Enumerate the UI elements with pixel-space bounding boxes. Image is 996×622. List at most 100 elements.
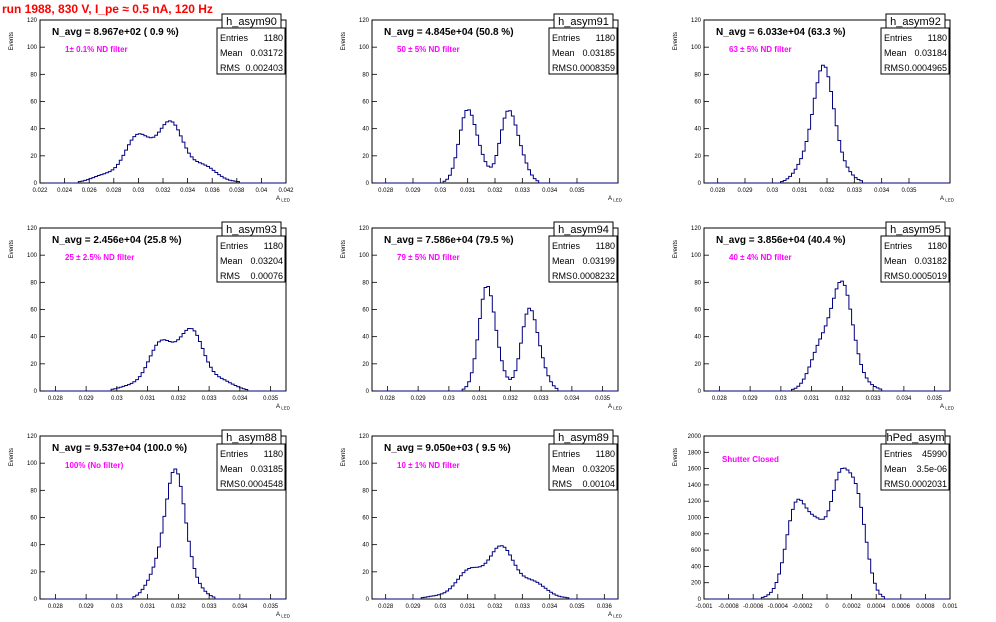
y-tick-label: 0 — [366, 597, 370, 603]
x-tick-label: 0.028 — [378, 604, 394, 610]
x-tick-label: 0.032 — [835, 396, 851, 402]
x-tick-label: 0.024 — [57, 188, 73, 194]
x-tick-label: 0.035 — [569, 188, 585, 194]
x-tick-label: 0.022 — [32, 188, 48, 194]
stats-label: RMS — [884, 479, 904, 489]
x-tick-label: 0.031 — [140, 396, 156, 402]
x-tick-label: 0.03 — [434, 604, 446, 610]
pad-annotation: 50 ± 5% ND filter — [397, 45, 460, 54]
y-tick-label: 20 — [694, 362, 701, 368]
histogram-pad-h_asym89: 0.028 0.029 0.03 0.031 0.032 0.033 0.034 0.035 0… — [341, 429, 623, 619]
y-tick-label: 120 — [27, 434, 38, 440]
stats-value: 45990 — [922, 449, 947, 459]
stats-value: 0.0002031 — [904, 479, 947, 489]
histogram-curve — [372, 109, 618, 184]
y-tick-label: 80 — [694, 72, 701, 78]
stats-name: h_asym94 — [558, 224, 609, 236]
y-tick-label: 20 — [30, 362, 37, 368]
x-tick-label: 0.038 — [229, 188, 245, 194]
x-tick-label: 0.03 — [766, 188, 778, 194]
x-tick-label: 0.028 — [710, 188, 726, 194]
y-tick-label: 100 — [27, 45, 38, 51]
x-axis-label: A LED — [276, 612, 291, 619]
stats-value: 1180 — [264, 33, 283, 43]
stats-label: Entries — [884, 33, 913, 43]
x-tick-label: -0.0008 — [718, 604, 739, 610]
x-axis-label: A LED — [608, 404, 623, 411]
y-axis-label: Events — [673, 240, 679, 258]
pad-title: N_avg = 7.586e+04 (79.5 %) — [384, 235, 514, 246]
x-tick-label: 0.029 — [405, 188, 421, 194]
stats-name: h_asym93 — [226, 224, 277, 236]
y-tick-label: 0 — [698, 389, 702, 395]
x-tick-label: -0.0004 — [768, 604, 789, 610]
stats-box — [548, 27, 618, 75]
y-tick-label: 80 — [362, 488, 369, 494]
y-tick-label: 120 — [27, 226, 38, 232]
y-tick-label: 20 — [362, 154, 369, 160]
x-tick-label: 0.029 — [79, 396, 95, 402]
x-tick-label: 0.001 — [942, 604, 958, 610]
y-tick-label: 40 — [30, 335, 37, 341]
x-tick-label: 0.0002 — [842, 604, 861, 610]
stats-value: 0.0008359 — [572, 63, 615, 73]
x-tick-label: 0.03 — [133, 188, 145, 194]
pad-title: N_avg = 3.856e+04 (40.4 %) — [716, 235, 846, 246]
stats-value: 0.0004548 — [240, 479, 283, 489]
y-tick-label: 60 — [694, 308, 701, 314]
y-tick-label: 40 — [362, 127, 369, 133]
stats-name: h_asym95 — [890, 224, 941, 236]
x-tick-label: 0.0006 — [892, 604, 911, 610]
histogram-curve — [40, 120, 286, 184]
y-tick-label: 400 — [691, 564, 702, 570]
stats-box — [880, 27, 950, 75]
y-tick-label: 0 — [698, 597, 702, 603]
x-tick-label: 0.0008 — [916, 604, 935, 610]
x-tick-label: 0.031 — [460, 604, 476, 610]
x-tick-label: 0.036 — [205, 188, 221, 194]
y-tick-label: 60 — [362, 100, 369, 106]
histogram-pad-h_asym90: 0.022 0.024 0.026 0.028 0.03 0.032 0.034 0.036 0… — [9, 13, 294, 203]
y-tick-label: 1600 — [688, 467, 702, 473]
y-tick-label: 40 — [694, 335, 701, 341]
x-tick-label: 0.032 — [819, 188, 835, 194]
x-tick-label: 0.031 — [792, 188, 808, 194]
stats-box — [548, 235, 618, 283]
stats-value: 0.002403 — [245, 63, 283, 73]
stats-value: 0.03172 — [250, 48, 283, 58]
pad-annotation: 10 ± 1% ND filter — [397, 461, 460, 470]
y-tick-label: 80 — [694, 280, 701, 286]
stats-label: Entries — [220, 241, 249, 251]
x-tick-label: 0.034 — [874, 188, 890, 194]
histogram-pad-h_asym92: 0.028 0.029 0.03 0.031 0.032 0.033 0.034 0.035 0… — [673, 13, 955, 203]
stats-label: RMS — [220, 63, 240, 73]
stats-value: 1180 — [928, 241, 947, 251]
stats-label: Entries — [552, 33, 581, 43]
x-tick-label: 0.034 — [564, 396, 580, 402]
y-tick-label: 0 — [34, 181, 38, 187]
x-tick-label: 0.033 — [534, 396, 550, 402]
y-tick-label: 80 — [362, 280, 369, 286]
y-tick-label: 20 — [30, 154, 37, 160]
stats-value: 1180 — [264, 449, 283, 459]
stats-value: 1180 — [264, 241, 283, 251]
x-tick-label: 0.029 — [411, 396, 427, 402]
stats-box — [216, 443, 286, 491]
stats-name: h_asym88 — [226, 432, 277, 444]
y-tick-label: 20 — [30, 570, 37, 576]
x-tick-label: 0.036 — [597, 604, 613, 610]
pad-title: N_avg = 8.967e+02 ( 0.9 %) — [52, 27, 179, 38]
y-tick-label: 120 — [27, 18, 38, 24]
x-tick-label: -0.001 — [695, 604, 713, 610]
x-tick-label: 0.028 — [378, 188, 394, 194]
histogram-pad-h_asym91: 0.028 0.029 0.03 0.031 0.032 0.033 0.034 0.035 0… — [341, 13, 623, 203]
pad-title: N_avg = 4.845e+04 (50.8 %) — [384, 27, 514, 38]
y-tick-label: 0 — [34, 389, 38, 395]
y-tick-label: 0 — [698, 181, 702, 187]
y-tick-label: 100 — [359, 461, 370, 467]
histogram-pad-h_asym95: 0.028 0.029 0.03 0.031 0.032 0.033 0.034 0.035 0… — [673, 221, 955, 411]
y-tick-label: 40 — [362, 335, 369, 341]
page-title: run 1988, 830 V, I_pe ≈ 0.5 nA, 120 Hz — [2, 2, 213, 16]
x-axis-label: A LED — [608, 612, 623, 619]
